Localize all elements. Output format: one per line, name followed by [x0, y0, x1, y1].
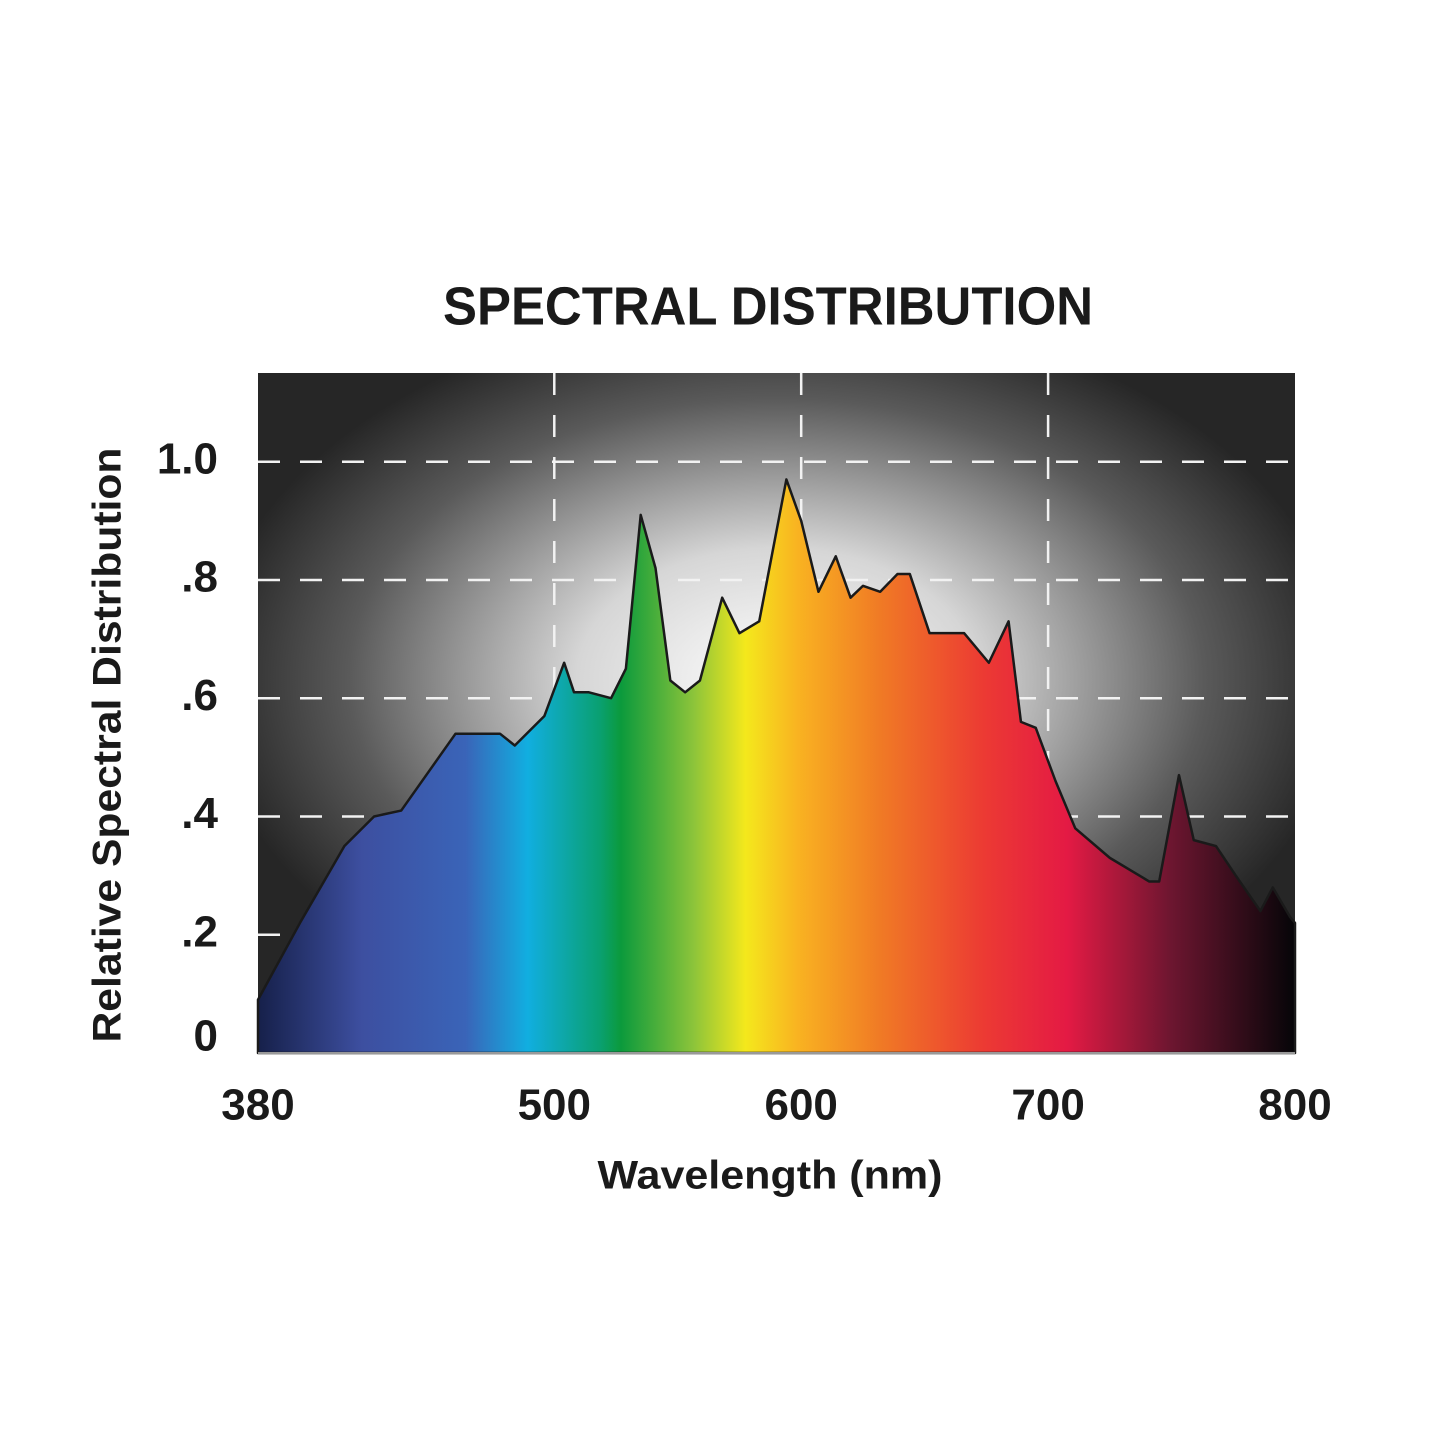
y-axis-label: Relative Spectral Distribution [86, 448, 130, 1043]
y-tick-label: .2 [181, 907, 218, 956]
x-tick-label: 600 [764, 1081, 837, 1130]
x-tick-label: 380 [221, 1081, 294, 1130]
x-axis-label: Wavelength (nm) [598, 1154, 943, 1198]
y-tick-label: .8 [181, 553, 218, 602]
spectrum-area [256, 478, 1297, 1055]
y-tick-label: .4 [181, 789, 218, 838]
chart-title: SPECTRAL DISTRIBUTION [443, 276, 1093, 336]
x-tick-label: 700 [1011, 1081, 1084, 1130]
y-tick-label: 1.0 [157, 434, 218, 483]
y-tick-label: 0 [194, 1012, 218, 1061]
x-tick-label: 500 [518, 1081, 591, 1130]
x-tick-label: 800 [1258, 1081, 1331, 1130]
y-tick-label: .6 [181, 671, 218, 720]
